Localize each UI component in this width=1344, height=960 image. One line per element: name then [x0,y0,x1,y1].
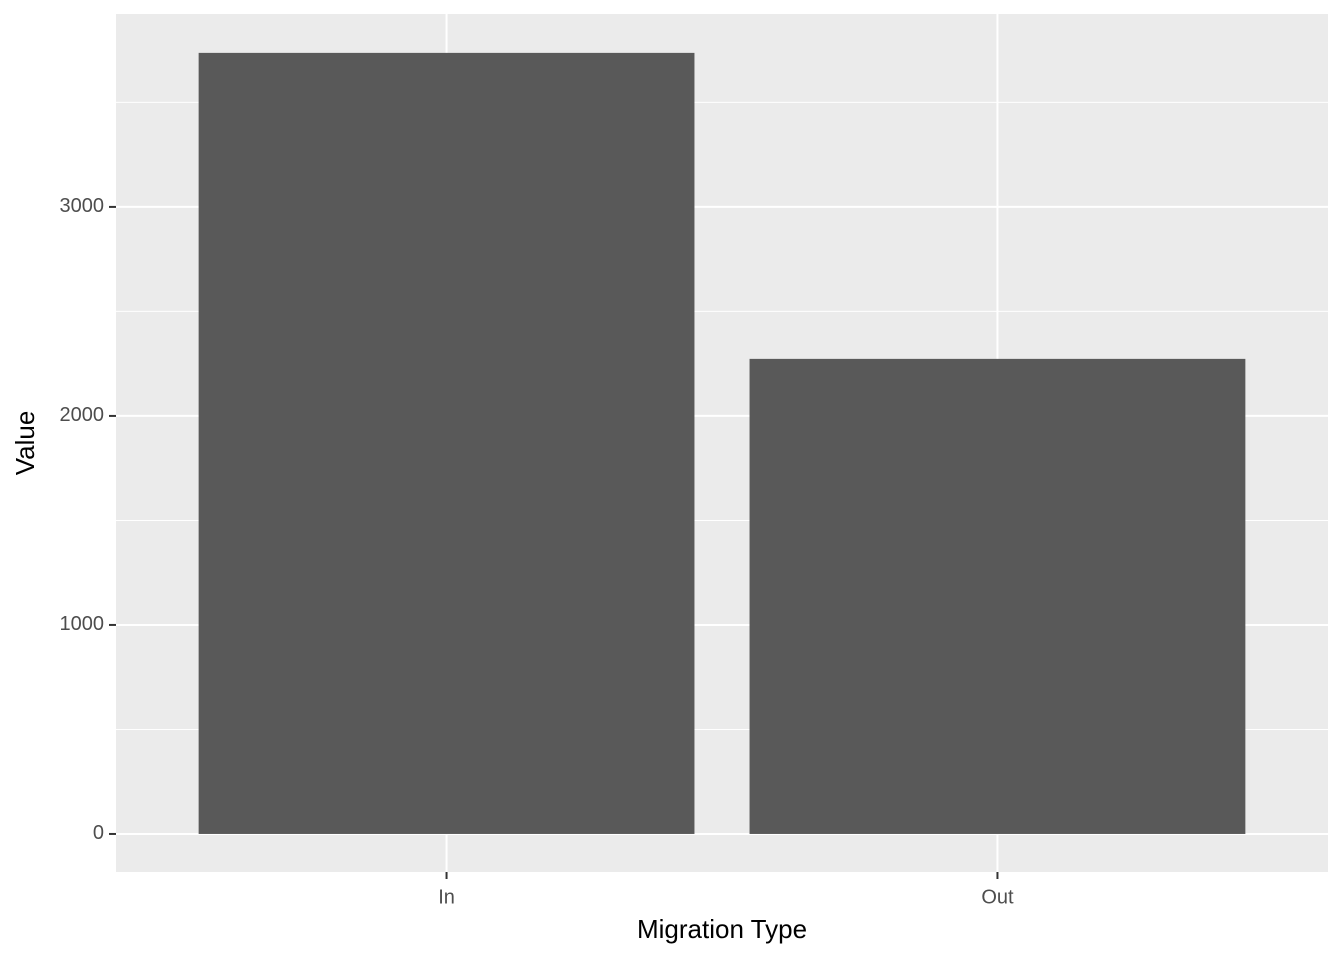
y-tick-label: 0 [93,822,104,844]
y-axis-title: Value [10,411,40,476]
bar [198,52,695,834]
x-tick-label: Out [981,886,1014,908]
bar [749,358,1246,834]
y-tick-label: 3000 [60,195,105,217]
y-tick-label: 1000 [60,613,105,635]
y-tick-label: 2000 [60,404,105,426]
x-axis-title: Migration Type [637,914,807,944]
x-tick-label: In [438,886,455,908]
